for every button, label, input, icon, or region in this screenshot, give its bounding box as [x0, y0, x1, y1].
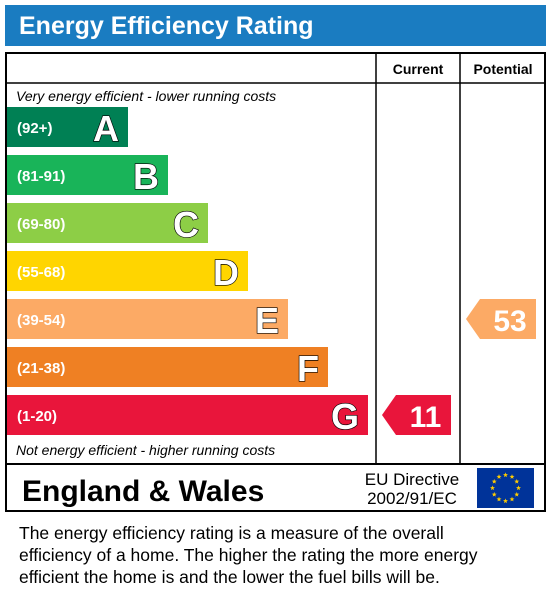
directive-line-2: 2002/91/EC [367, 489, 457, 508]
eu-star-icon [509, 474, 515, 479]
band-range-b: (81-91) [17, 168, 65, 185]
eu-star-icon [514, 491, 520, 497]
band-letter-g: G [331, 396, 359, 437]
band-letter-a: A [93, 108, 119, 149]
directive-line-1: EU Directive [365, 470, 459, 489]
eu-star-icon [490, 485, 495, 491]
chart-frame [5, 52, 546, 512]
eu-star-icon [503, 498, 508, 504]
eu-star-icon [514, 478, 520, 484]
footnote-line-3: efficient the home is and the lower the … [19, 567, 440, 587]
region-label: England & Wales [22, 475, 264, 508]
band-letter-c: C [173, 204, 199, 245]
eu-star-icon [516, 485, 521, 491]
scale-top-caption: Very energy efficient - lower running co… [16, 88, 276, 104]
eu-star-icon [491, 491, 497, 497]
eu-star-icon [496, 496, 502, 502]
band-letter-e: E [255, 300, 279, 341]
band-range-f: (21-38) [17, 360, 65, 377]
current-column-header: Current [393, 61, 444, 77]
chart-header: Energy Efficiency Rating [5, 5, 546, 46]
band-letter-d: D [213, 252, 239, 293]
eu-flag-icon [477, 468, 534, 508]
band-range-d: (55-68) [17, 264, 65, 281]
band-letter-f: F [297, 348, 319, 389]
footnote-line-2: efficiency of a home. The higher the rat… [19, 545, 478, 565]
band-bar-e [7, 299, 288, 339]
potential-column-header: Potential [473, 61, 532, 77]
current-rating-value: 11 [410, 401, 442, 434]
potential-rating-value: 53 [493, 305, 526, 338]
band-range-g: (1-20) [17, 408, 57, 425]
band-range-a: (92+) [17, 120, 52, 137]
eu-star-icon [496, 474, 502, 479]
scale-bottom-caption: Not energy efficient - higher running co… [16, 442, 275, 458]
band-bar-a [7, 107, 128, 147]
band-range-c: (69-80) [17, 216, 65, 233]
rating-bands: (92+) A (81-91) B (69-80) C (55-68) D (39-54) E (2… [7, 107, 368, 438]
chart-title: Energy Efficiency Rating [19, 12, 314, 40]
band-bar-d [7, 251, 248, 291]
eu-star-icon [491, 478, 497, 484]
band-bar-b [7, 155, 168, 195]
current-rating-arrow [382, 395, 451, 435]
band-range-e: (39-54) [17, 312, 65, 329]
band-bar-f [7, 347, 328, 387]
potential-rating-arrow [466, 299, 536, 339]
eu-star-icon [503, 472, 508, 478]
footnote-line-1: The energy efficiency rating is a measur… [19, 523, 444, 543]
band-bar-g [7, 395, 368, 435]
footnote: The energy efficiency rating is a measur… [19, 522, 544, 588]
band-letter-b: B [133, 156, 159, 197]
eu-star-icon [509, 496, 515, 502]
band-bar-c [7, 203, 208, 243]
rating-arrows: 11 53 [382, 299, 536, 435]
